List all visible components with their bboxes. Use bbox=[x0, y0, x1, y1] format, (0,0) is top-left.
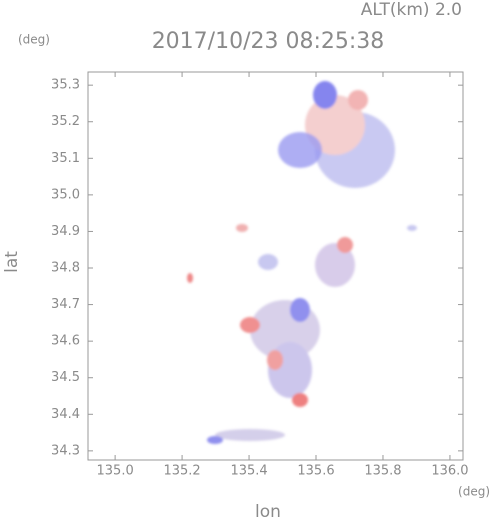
y-tick-label: 34.9 bbox=[51, 224, 80, 239]
y-tick-label: 34.5 bbox=[51, 370, 80, 385]
x-tick-label: 135.0 bbox=[97, 464, 134, 479]
y-tick-label: 34.7 bbox=[51, 297, 80, 312]
echo-region bbox=[236, 224, 248, 232]
y-tick-label: 35.0 bbox=[51, 187, 80, 202]
x-tick-label: 135.6 bbox=[297, 464, 334, 479]
echo-region bbox=[267, 350, 283, 370]
y-tick-label: 35.1 bbox=[51, 151, 80, 166]
x-tick-label: 135.8 bbox=[364, 464, 401, 479]
y-tick-label: 35.2 bbox=[51, 114, 80, 129]
echo-region bbox=[187, 273, 193, 283]
echo-region bbox=[240, 317, 260, 333]
echo-region bbox=[315, 243, 355, 287]
x-tick-label: 136.0 bbox=[431, 464, 468, 479]
altitude-label: ALT(km) 2.0 bbox=[361, 0, 462, 20]
echo-region bbox=[278, 132, 322, 168]
echo-region bbox=[258, 254, 278, 270]
y-unit: (deg) bbox=[18, 33, 50, 47]
echo-region bbox=[215, 429, 285, 441]
y-axis-title: lat bbox=[2, 251, 22, 273]
y-tick-label: 35.3 bbox=[51, 78, 80, 93]
x-unit: (deg) bbox=[458, 485, 490, 499]
echo-region bbox=[337, 237, 353, 253]
chart-title: 2017/10/23 08:25:38 bbox=[152, 29, 385, 54]
echo-region bbox=[207, 436, 223, 444]
echo-region bbox=[348, 90, 368, 110]
echo-region bbox=[292, 393, 308, 407]
echo-region bbox=[407, 225, 417, 231]
x-axis-title: lon bbox=[255, 502, 281, 521]
x-tick-label: 135.2 bbox=[163, 464, 200, 479]
plot-frame bbox=[87, 71, 464, 461]
y-tick-label: 34.6 bbox=[51, 334, 80, 349]
x-tick-label: 135.4 bbox=[230, 464, 267, 479]
echo-region bbox=[305, 95, 365, 155]
echo-region bbox=[290, 298, 310, 322]
echo-region bbox=[313, 81, 337, 109]
y-tick-label: 34.3 bbox=[51, 443, 80, 458]
y-tick-label: 34.8 bbox=[51, 261, 80, 276]
y-tick-label: 34.4 bbox=[51, 407, 80, 422]
echo-field bbox=[187, 81, 417, 444]
